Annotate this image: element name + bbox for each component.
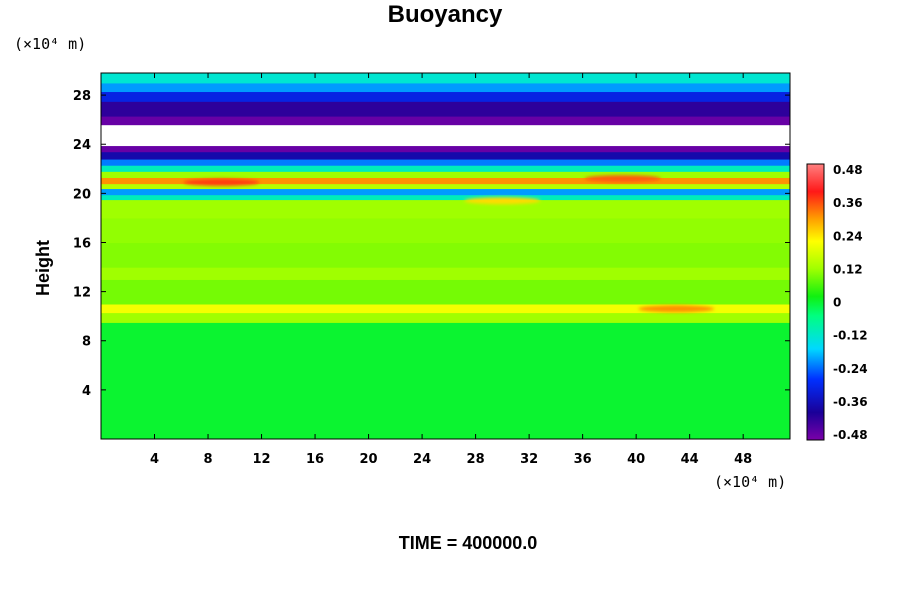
x-tick-label: 32 [520,452,538,467]
heatmap-anomaly-0 [183,178,260,186]
colorbar-tick-label: 0.24 [833,229,863,243]
heatmap-band-3 [101,279,790,305]
heatmap-band-13 [101,165,790,172]
x-unit-label: (×10⁴ m) [714,473,786,491]
heatmap-band-21 [101,82,790,93]
y-tick-label: 12 [73,286,91,301]
y-unit-label: (×10⁴ m) [14,35,86,53]
y-tick-label: 28 [73,89,91,104]
heatmap-band-12 [101,171,790,178]
colorbar-ticks: 0.48 0.36 0.24 0.12 0 -0.12 -0.24 -0.36 -0.48 [833,163,868,442]
heatmap-band-10 [101,183,790,190]
plot-frame [100,72,791,440]
x-tick-label: 36 [574,452,592,467]
heatmap-band-5 [101,242,790,268]
heatmap-band-17 [101,124,790,147]
colorbar-tick-label: 0.36 [833,196,863,210]
colorbar [806,163,825,441]
y-axis-label: Height [33,240,53,296]
colorbar-tick-label: -0.48 [833,428,868,442]
heatmap-band-19 [101,101,790,117]
heatmap-band-18 [101,115,790,126]
heatmap-band-11 [101,177,790,185]
heatmap-band-7 [101,199,790,219]
y-tick-label: 8 [82,335,91,350]
colorbar-tick-label: -0.12 [833,329,868,343]
heatmap-band-0 [101,322,790,439]
colorbar-tick-label: 0 [833,296,841,310]
colorbar-tick-label: -0.24 [833,362,868,376]
y-tick-label: 4 [82,384,91,399]
x-tick-label: 8 [204,452,213,467]
x-tick-label: 28 [467,452,485,467]
heatmap-anomaly-3 [464,197,541,205]
heatmap-plot [101,73,790,439]
x-tick-label: 4 [150,452,159,467]
heatmap-band-6 [101,217,790,244]
y-tick-label: 24 [73,138,91,153]
heatmap-anomaly-1 [584,175,661,183]
heatmap-band-4 [101,267,790,280]
x-tick-label: 40 [627,452,645,467]
y-tick-label: 20 [73,187,91,202]
y-tick-label: 16 [73,236,91,251]
x-tick-label: 12 [252,452,270,467]
heatmap-band-14 [101,158,790,166]
heatmap-band-9 [101,188,790,196]
y-axis: 4 8 12 16 20 24 28 [73,89,790,399]
x-tick-label: 16 [306,452,324,467]
x-axis: 4 8 12 16 20 24 28 32 36 40 44 48 [150,73,752,467]
x-tick-label: 20 [360,452,378,467]
heatmap-band-8 [101,194,790,201]
heatmap-band-16 [101,145,790,153]
chart-title: Buoyancy [388,1,503,28]
x-tick-label: 44 [681,452,699,467]
heatmap-band-2 [101,303,790,314]
heatmap-band-20 [101,91,790,102]
x-tick-label: 24 [413,452,431,467]
colorbar-tick-label: 0.12 [833,262,863,276]
time-label: TIME = 400000.0 [399,533,538,553]
colorbar-tick-label: 0.48 [833,163,863,177]
heatmap-band-22 [101,73,790,84]
heatmap-anomaly-2 [638,305,715,313]
heatmap-band-15 [101,151,790,160]
heatmap-band-1 [101,312,790,323]
x-tick-label: 48 [734,452,752,467]
colorbar-tick-label: -0.36 [833,395,868,409]
